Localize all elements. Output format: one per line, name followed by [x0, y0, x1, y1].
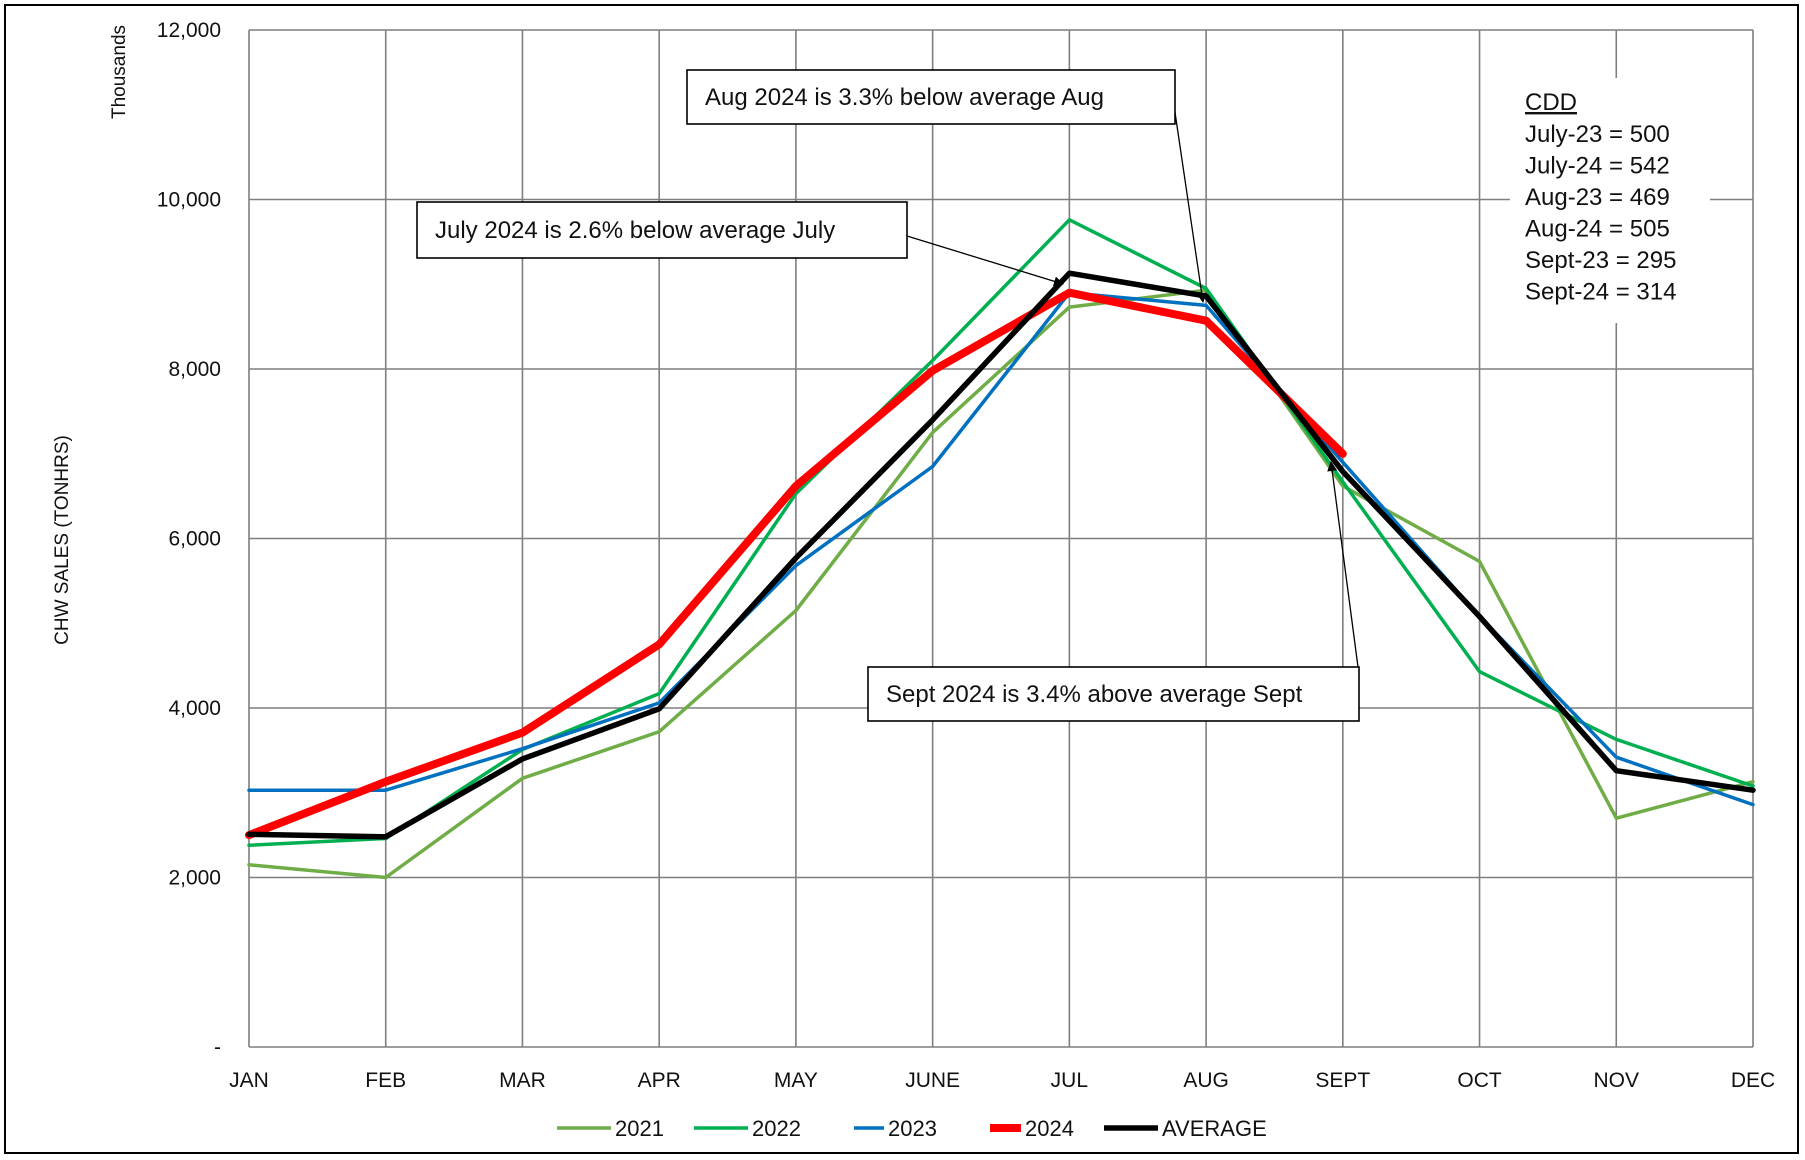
annotation-aug-text: Aug 2024 is 3.3% below average Aug — [705, 84, 1104, 111]
x-tick-label: DEC — [1731, 1069, 1775, 1092]
y-tick-label: 2,000 — [168, 867, 221, 890]
annotations: Aug 2024 is 3.3% below average Aug July 2… — [416, 69, 1710, 722]
series-line-2021 — [247, 288, 1755, 880]
legend-label-2024: 2024 — [1025, 1116, 1074, 1141]
chart-frame — [4, 4, 1799, 1154]
x-tick-label: JUNE — [905, 1069, 960, 1092]
grid — [248, 29, 1754, 1048]
series-line-2022 — [247, 218, 1755, 848]
legend: 2021 2022 2023 2024 AVERAGE — [557, 1116, 1267, 1141]
x-tick-label: JUL — [1051, 1069, 1088, 1092]
cdd-title: CDD — [1525, 89, 1577, 116]
x-tick-label: NOV — [1594, 1069, 1640, 1092]
y-tick-label: 8,000 — [168, 358, 221, 381]
y-tick-label: 4,000 — [168, 697, 221, 720]
legend-label-2023: 2023 — [888, 1116, 937, 1141]
series-lines — [245, 218, 1756, 880]
series-line-2024 — [245, 288, 1347, 840]
legend-label-average: AVERAGE — [1162, 1116, 1267, 1141]
annotation-sept-text: Sept 2024 is 3.4% above average Sept — [886, 681, 1303, 708]
y-axis-unit-label: Thousands — [109, 25, 130, 119]
x-tick-label: AUG — [1183, 1069, 1229, 1092]
cdd-line: July-23 = 500 — [1525, 121, 1670, 148]
x-tick-label: MAR — [499, 1069, 546, 1092]
y-tick-label: 6,000 — [168, 528, 221, 551]
annotation-july-text: July 2024 is 2.6% below average July — [435, 217, 835, 244]
y-tick-label: 10,000 — [157, 189, 221, 212]
x-tick-label: FEB — [365, 1069, 406, 1092]
annotation-aug-arrow — [1171, 91, 1207, 303]
x-tick-label: OCT — [1457, 1069, 1502, 1092]
cdd-line: Sept-24 = 314 — [1525, 279, 1676, 306]
y-tick-label: - — [214, 1036, 221, 1059]
series-line-average — [246, 270, 1756, 840]
annotation-sept-arrow — [1327, 461, 1359, 668]
annotation-sept-box — [867, 666, 1360, 722]
legend-label-2021: 2021 — [615, 1116, 664, 1141]
cdd-line: Aug-23 = 469 — [1525, 184, 1670, 211]
cdd-line: July-24 = 542 — [1525, 153, 1670, 180]
x-tick-label: MAY — [774, 1069, 818, 1092]
cdd-line: Sept-23 = 295 — [1525, 247, 1676, 274]
annotation-july-box — [416, 201, 908, 259]
annotation-aug-box — [686, 69, 1176, 125]
annotation-july-arrow — [906, 235, 1064, 287]
y-axis-title: CHW SALES (TONHRS) — [52, 435, 73, 645]
x-tick-label: JAN — [229, 1069, 269, 1092]
cdd-line: Aug-24 = 505 — [1525, 216, 1670, 243]
x-tick-label: SEPT — [1315, 1069, 1370, 1092]
cdd-box — [1510, 78, 1710, 323]
legend-label-2022: 2022 — [752, 1116, 801, 1141]
y-tick-label: 12,000 — [157, 19, 221, 42]
x-tick-label: APR — [638, 1069, 681, 1092]
axis-ticks: - 2,000 4,000 6,000 8,000 10,000 12,000 JAN FEB M… — [157, 19, 1775, 1092]
